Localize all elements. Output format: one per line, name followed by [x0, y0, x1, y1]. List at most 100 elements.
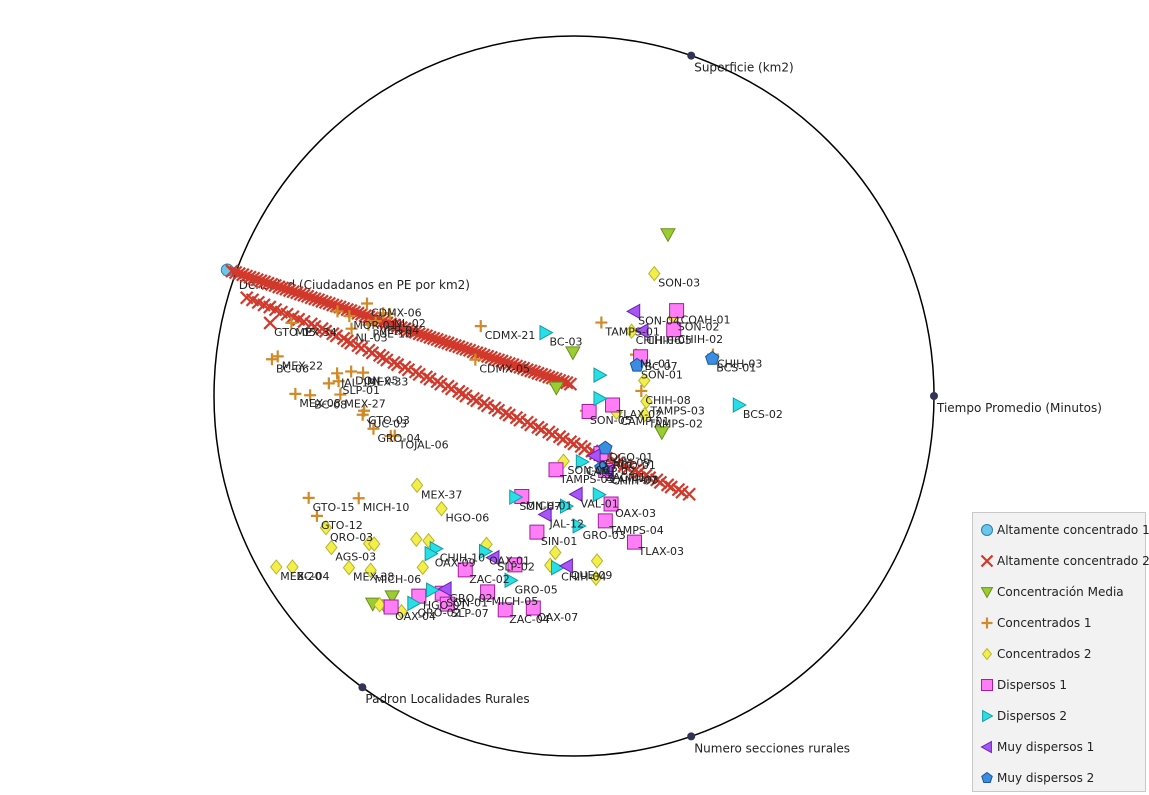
point-label: SON-07 [519, 500, 561, 513]
axis-anchor [358, 683, 367, 692]
data-point [345, 322, 358, 335]
point-label: GRO-03 [583, 529, 626, 542]
point-label: CAMP-03 [610, 474, 659, 487]
data-point [485, 549, 500, 566]
data-point [527, 365, 542, 379]
data-point [594, 460, 609, 475]
data-point [524, 364, 538, 378]
data-point [408, 325, 423, 340]
data-point [407, 595, 422, 612]
data-point [275, 281, 290, 295]
legend: Altamente concentrado 1 Altamente concent… [972, 512, 1149, 792]
data-point [367, 536, 381, 552]
data-point [290, 285, 304, 300]
point-label: GRO-04 [377, 432, 420, 445]
point-label: TAMPS-04 [608, 524, 663, 537]
data-point [539, 324, 554, 341]
data-point [279, 282, 293, 296]
data-point [430, 332, 444, 347]
data-point [236, 267, 250, 282]
point-label: SLP-02 [497, 561, 534, 574]
data-point [264, 277, 279, 292]
data-point [524, 418, 538, 432]
point-label: SON-04 [638, 314, 680, 327]
point-label: COAH-01 [681, 314, 731, 327]
data-point [302, 491, 315, 504]
point-label: GRO-02 [449, 592, 492, 605]
point-label: CDMX-21 [485, 329, 536, 342]
data-point [268, 278, 282, 293]
data-point [506, 357, 520, 372]
data-point [459, 342, 473, 356]
point-label: SON-02 [678, 321, 720, 334]
point-label: TAMPS-03 [649, 404, 704, 417]
data-point [635, 384, 648, 397]
data-point [351, 306, 365, 320]
data-point [462, 343, 477, 358]
data-point [344, 303, 358, 318]
data-point [304, 389, 317, 402]
data-point [598, 440, 613, 455]
data-point [593, 390, 608, 407]
data-point [497, 602, 513, 618]
data-point [625, 323, 638, 340]
data-point [516, 361, 531, 376]
data-point [558, 558, 573, 574]
data-point [394, 320, 408, 335]
data-point [405, 324, 419, 338]
point-label: NL-01 [640, 358, 672, 371]
data-point [629, 357, 645, 372]
data-point [529, 524, 545, 540]
data-point [311, 293, 326, 307]
data-point [474, 320, 487, 333]
data-point [257, 275, 272, 289]
point-label: SLP-01 [343, 384, 380, 397]
point-label: SON-06 [568, 464, 610, 477]
data-point [398, 321, 412, 336]
point-label: BCS-02 [743, 408, 783, 421]
data-point [563, 377, 578, 391]
data-point [437, 335, 452, 349]
legend-label: Altamente concentrado 2 [997, 554, 1149, 568]
legend-marker-icon [980, 554, 994, 568]
data-point [452, 339, 466, 354]
data-point [332, 375, 345, 388]
data-point [534, 367, 549, 382]
data-point [586, 447, 601, 464]
data-point [502, 408, 516, 422]
data-point [525, 600, 541, 616]
point-label: NL-03 [356, 332, 388, 345]
data-point [322, 377, 335, 390]
legend-item: Concentración Media [973, 581, 1145, 605]
data-point [322, 296, 336, 311]
data-point [362, 318, 375, 331]
data-point [340, 302, 354, 317]
legend-marker-icon [980, 587, 994, 599]
data-point [426, 582, 441, 598]
data-point [319, 519, 333, 536]
data-point [383, 317, 398, 331]
axis-anchor [930, 392, 938, 400]
point-label: SON-01 [641, 368, 683, 381]
data-point [470, 393, 484, 408]
data-point [480, 584, 496, 600]
point-label: HGO-06 [446, 512, 490, 525]
point-label: NL-02 [394, 317, 426, 330]
point-label: SIN-01 [541, 535, 577, 548]
point-label: BC-08 [314, 398, 347, 411]
point-label: MEX-08 [299, 397, 340, 410]
point-label: CHIH-08 [645, 394, 690, 407]
point-label: MEX-33 [367, 376, 408, 389]
point-label: OAX-07 [537, 611, 578, 624]
data-point [634, 322, 649, 339]
point-label: DON-05 [355, 375, 398, 388]
data-point [361, 297, 373, 310]
point-label: ZAC-04 [509, 613, 550, 626]
data-point [343, 310, 356, 323]
point-label: CHIH-09 [605, 457, 650, 470]
point-label: VAL-01 [581, 497, 619, 510]
point-label: QRO-02 [417, 606, 460, 619]
data-point [572, 518, 587, 534]
data-point [310, 509, 323, 522]
data-point [364, 562, 377, 579]
